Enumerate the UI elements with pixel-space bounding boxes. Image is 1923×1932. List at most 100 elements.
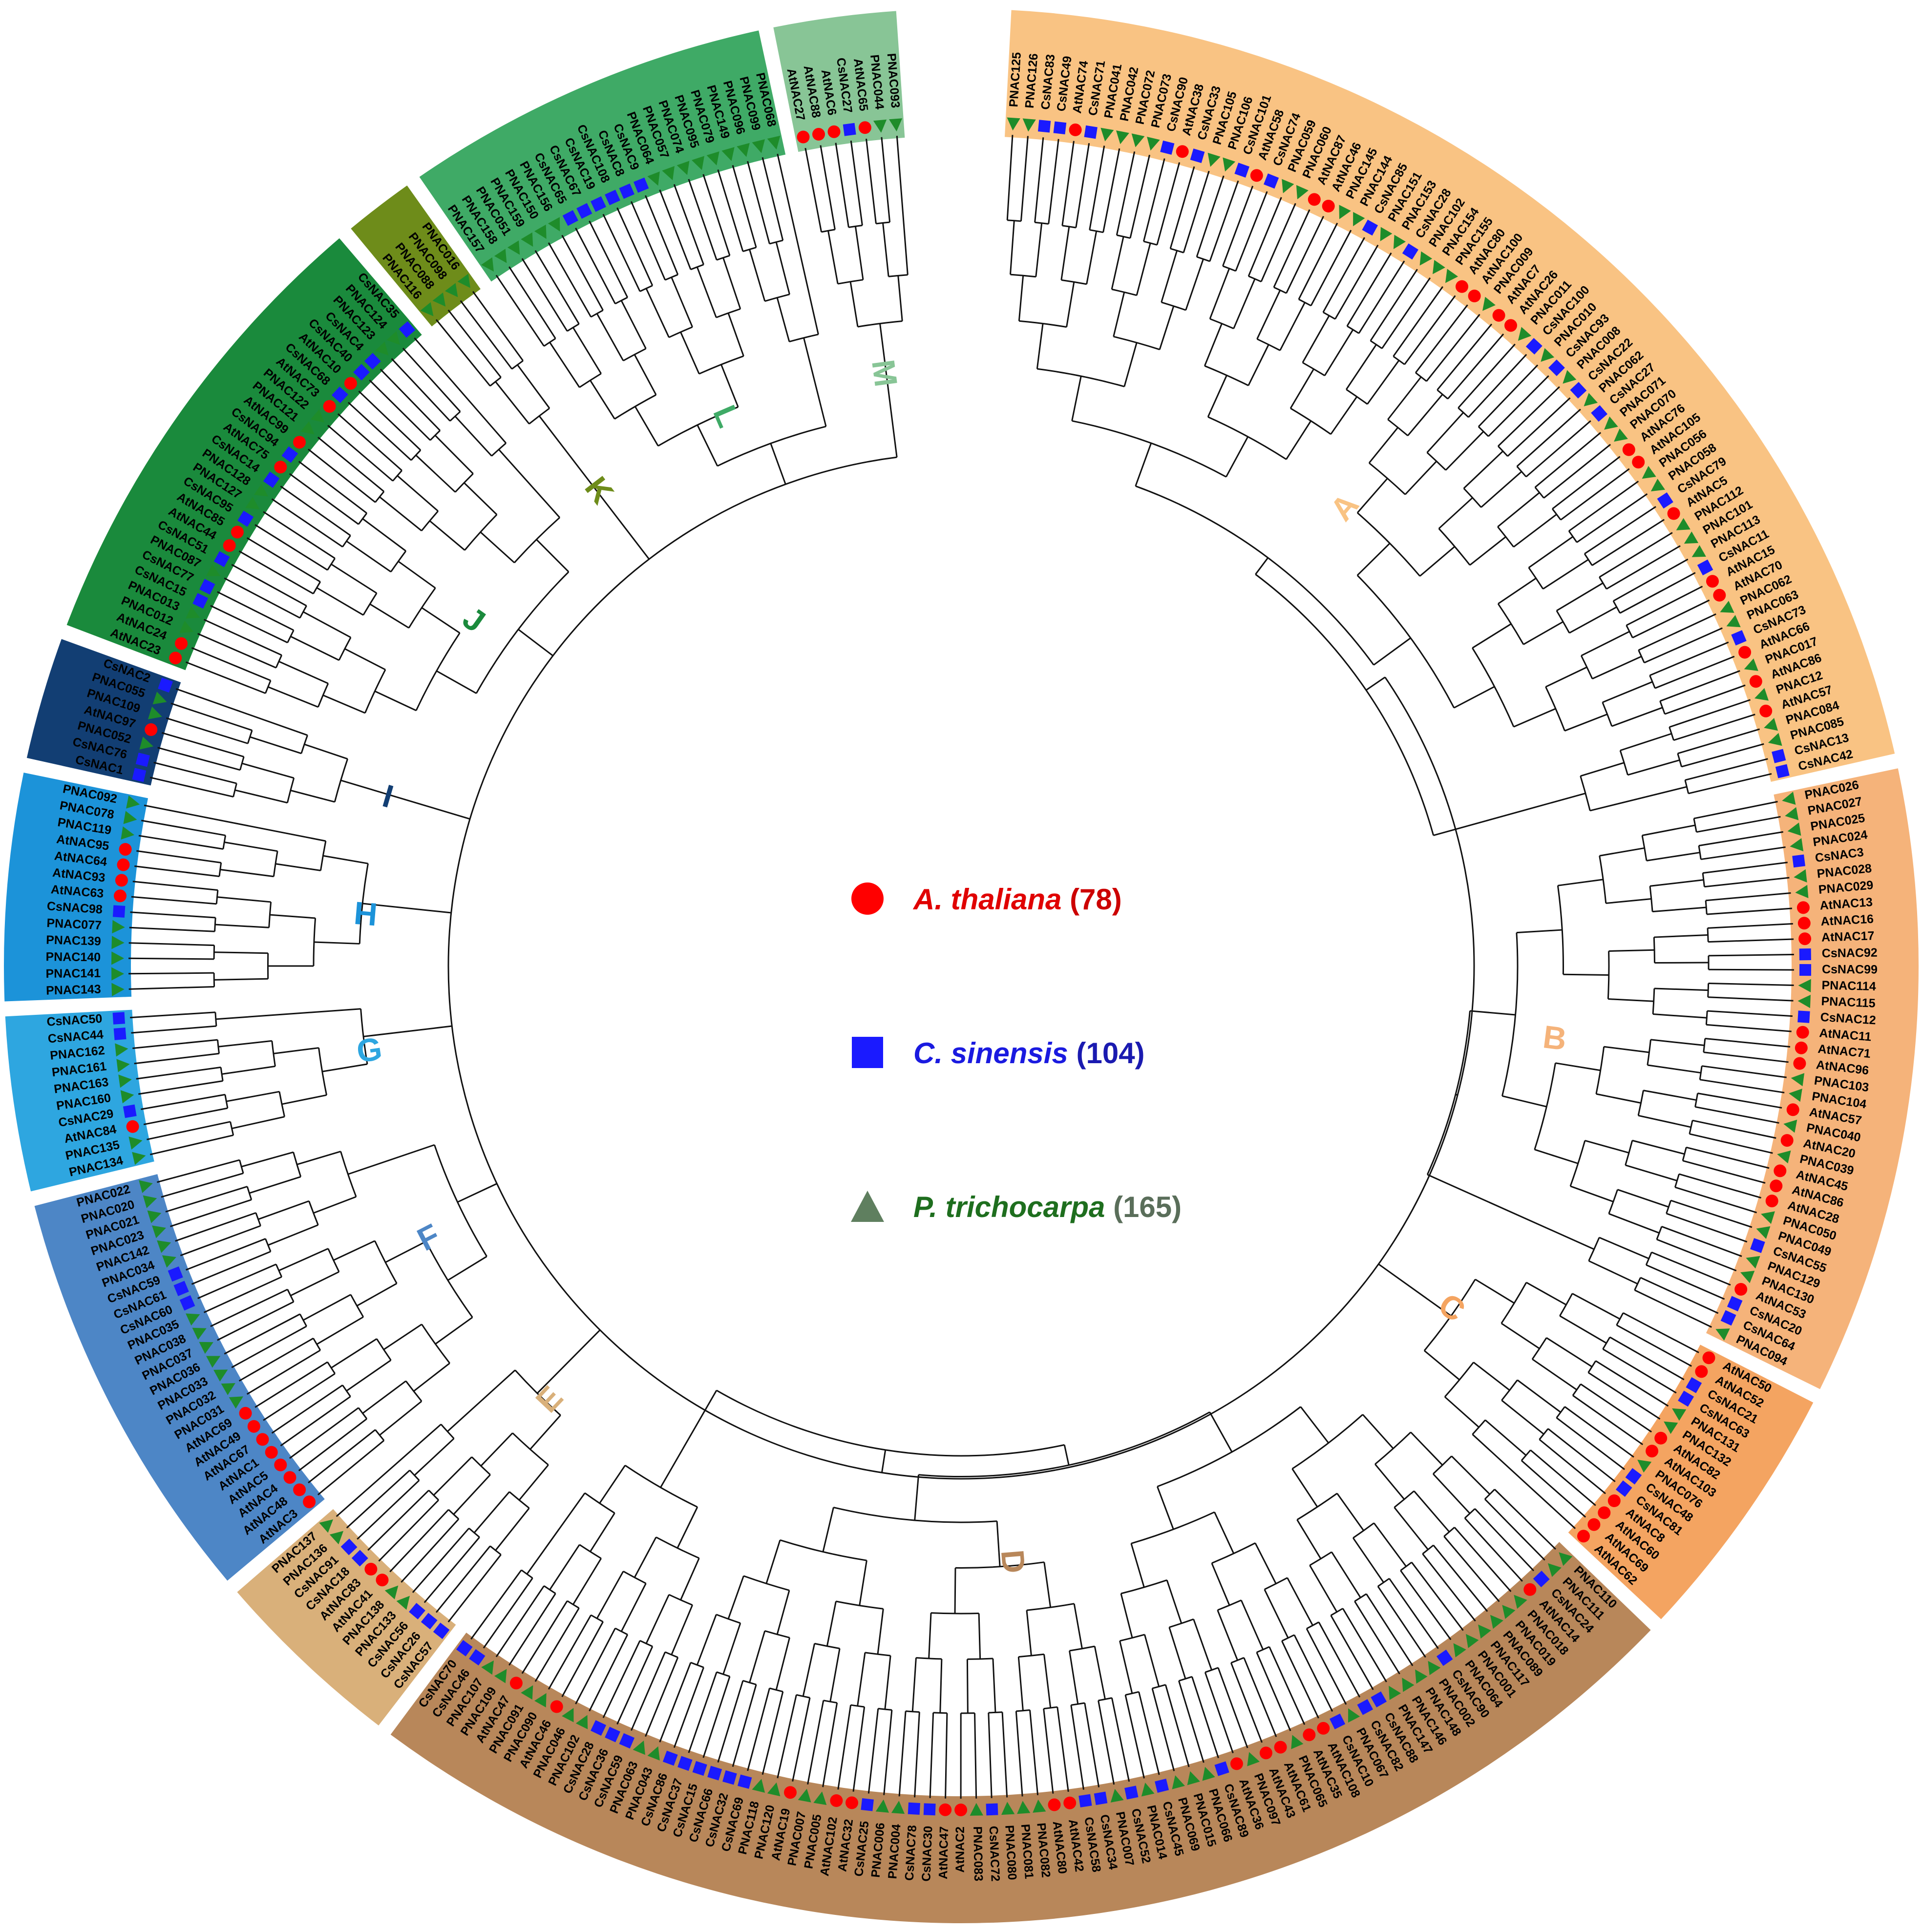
branch <box>362 1380 406 1414</box>
p-trichocarpa-marker-icon <box>386 331 400 345</box>
p-trichocarpa-marker-icon <box>420 302 434 316</box>
branch <box>1625 1164 1677 1181</box>
a-thaliana-marker-icon <box>1069 123 1082 136</box>
p-trichocarpa-marker-icon <box>752 1779 765 1793</box>
clade-letter-a: A <box>1323 486 1365 527</box>
p-trichocarpa-marker-icon <box>118 1074 132 1088</box>
branch-arc <box>1703 1038 1706 1052</box>
branch <box>1608 1213 1660 1234</box>
p-trichocarpa-marker-icon <box>179 621 194 633</box>
branch-arc <box>1693 818 1697 832</box>
branch <box>1681 743 1764 768</box>
branch <box>1034 137 1044 223</box>
p-trichocarpa-marker-icon <box>875 1799 889 1813</box>
branch <box>1268 1646 1306 1725</box>
branch <box>423 1536 480 1603</box>
branch-arc <box>614 296 628 305</box>
p-trichocarpa-marker-icon <box>116 1059 130 1072</box>
branch <box>271 498 343 547</box>
branch <box>327 425 394 482</box>
branch <box>369 603 409 629</box>
clade-letter-l: L <box>706 400 747 432</box>
p-trichocarpa-marker-icon <box>534 1693 547 1708</box>
branch <box>435 1317 473 1345</box>
branch <box>596 1571 624 1619</box>
p-trichocarpa-marker-icon <box>213 1369 228 1382</box>
c-sinensis-marker-icon <box>1094 1791 1108 1806</box>
branch <box>1623 1312 1699 1353</box>
branch <box>1438 497 1473 529</box>
branch <box>602 1640 641 1719</box>
p-trichocarpa-marker-icon <box>1445 269 1458 283</box>
branch <box>250 736 302 755</box>
branch-arc <box>271 1041 276 1067</box>
branch <box>130 1011 216 1019</box>
branch <box>1701 846 1786 861</box>
c-sinensis-marker-icon <box>409 1603 425 1619</box>
branch <box>1310 230 1352 306</box>
a-thaliana-marker-icon <box>1250 169 1263 182</box>
p-trichocarpa-marker-icon <box>1433 260 1445 274</box>
p-trichocarpa-marker-icon <box>319 1519 333 1533</box>
branch <box>1501 1400 1544 1435</box>
a-thaliana-marker-icon <box>293 436 306 449</box>
branch <box>220 868 274 878</box>
p-trichocarpa-marker-icon <box>1428 1660 1441 1676</box>
a-thaliana-marker-icon <box>1176 145 1189 158</box>
branch <box>346 540 392 573</box>
branch <box>877 1609 884 1655</box>
p-trichocarpa-marker-icon <box>1650 479 1665 492</box>
branch <box>835 143 849 228</box>
p-trichocarpa-marker-icon <box>1141 1783 1155 1797</box>
branch <box>1169 166 1195 249</box>
branch <box>1166 1579 1183 1624</box>
branch <box>144 804 326 842</box>
branch-arc <box>247 730 253 744</box>
branch <box>191 1251 271 1285</box>
branch <box>747 161 770 244</box>
branch <box>128 972 214 975</box>
branch <box>1309 1565 1338 1613</box>
branch <box>1632 599 1710 639</box>
branch-arc <box>358 512 368 525</box>
branch <box>697 424 718 466</box>
branch <box>549 342 580 388</box>
p-trichocarpa-marker-icon <box>1764 718 1778 731</box>
c-sinensis-marker-icon <box>923 1803 936 1816</box>
branch <box>1484 1498 1545 1561</box>
clade-stem <box>457 1183 497 1203</box>
branch <box>1069 1650 1079 1704</box>
branch <box>988 1712 993 1798</box>
branch <box>1556 1417 1625 1470</box>
branch <box>141 819 226 837</box>
p-trichocarpa-marker-icon <box>813 1791 827 1805</box>
branch-arc <box>218 862 222 877</box>
branch <box>161 732 244 757</box>
branch <box>867 1708 879 1794</box>
a-thaliana-marker-icon <box>827 125 841 138</box>
branch <box>1217 1610 1238 1661</box>
branch <box>1699 1079 1785 1093</box>
branch-arc <box>1043 1706 1057 1710</box>
branch <box>1705 1037 1791 1048</box>
a-thaliana-marker-icon <box>1667 507 1680 520</box>
a-thaliana-marker-icon <box>126 1120 139 1133</box>
a-thaliana-marker-icon <box>1456 280 1468 293</box>
branch <box>1362 1414 1394 1449</box>
p-trichocarpa-marker-icon <box>737 143 750 157</box>
branch <box>673 1667 704 1748</box>
branch <box>1606 898 1651 904</box>
branch-arc <box>440 1424 455 1439</box>
branch <box>572 327 602 374</box>
legend-species-name: C. sinensis <box>913 1037 1068 1070</box>
branch-arc <box>1599 576 1607 589</box>
a-thaliana-marker-icon <box>1759 704 1773 717</box>
branch <box>1400 1570 1452 1640</box>
legend-species-count: (165) <box>1113 1191 1182 1223</box>
a-thaliana-marker-icon <box>247 1420 260 1433</box>
p-trichocarpa-marker-icon <box>1756 1226 1771 1239</box>
branch <box>645 288 670 338</box>
branch <box>1463 450 1503 489</box>
clade-letter-f: F <box>411 1217 445 1258</box>
branch <box>1591 519 1665 566</box>
